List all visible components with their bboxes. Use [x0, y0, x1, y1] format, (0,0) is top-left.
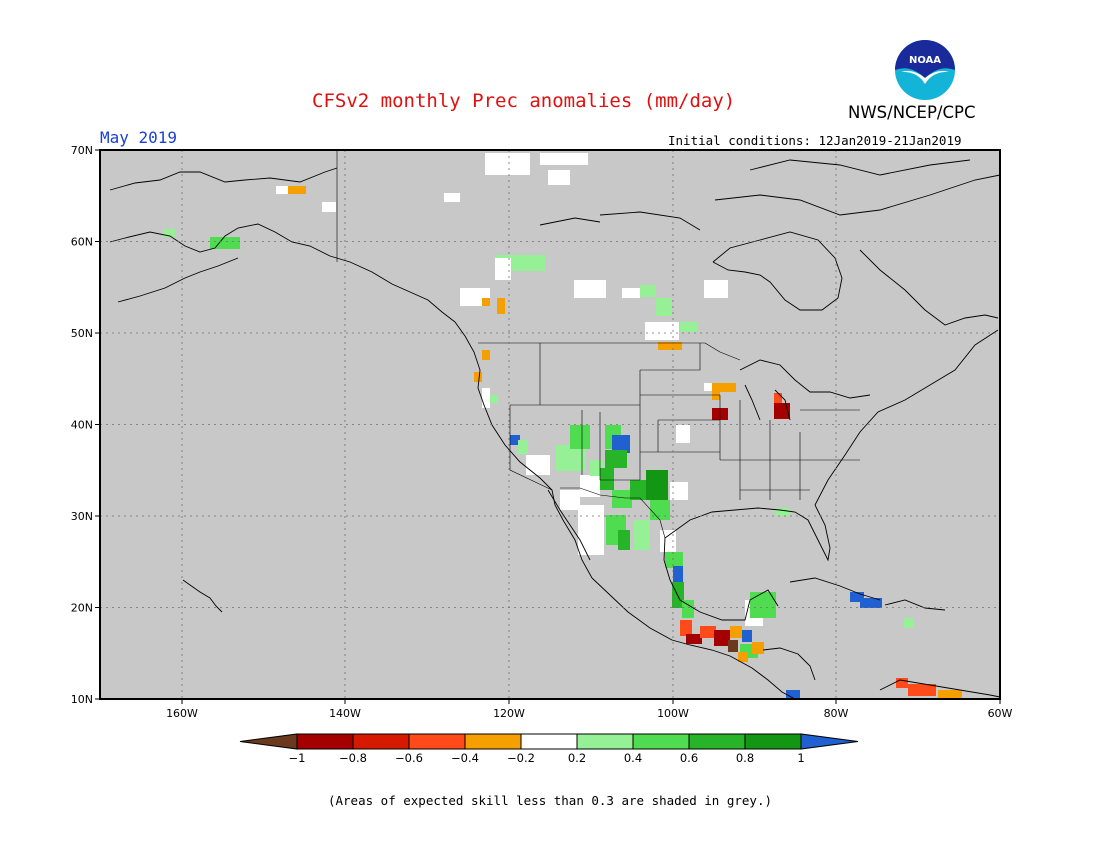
map-title: CFSv2 monthly Prec anomalies (mm/day): [312, 90, 736, 112]
colorbar-bin: [576, 733, 634, 750]
organization-label: NWS/NCEP/CPC: [848, 103, 976, 122]
colorbar-label: 0.8: [736, 751, 754, 765]
colorbar: [239, 733, 859, 750]
colorbar-bin: [296, 733, 354, 750]
colorbar-label: 0.6: [680, 751, 698, 765]
colorbar-arrow-high: [800, 733, 859, 750]
lat-label-10n: 10N: [71, 693, 93, 706]
colorbar-label: 1: [797, 751, 804, 765]
forecast-month: May 2019: [100, 128, 178, 147]
coastlines: [109, 159, 1001, 700]
skill-note: (Areas of expected skill less than 0.3 a…: [327, 793, 772, 808]
colorbar-label: −0.6: [395, 751, 423, 765]
colorbar-label: −1: [289, 751, 306, 765]
lon-label-100w: 100W: [657, 707, 689, 720]
boundaries: [336, 150, 860, 539]
initial-conditions: Initial conditions: 12Jan2019-21Jan2019: [668, 133, 962, 148]
noaa-logo-icon: NOAA: [895, 40, 955, 100]
colorbar-labels: −1 −0.8 −0.6 −0.4 −0.2 0.2 0.4 0.6 0.8 1: [289, 751, 805, 765]
lon-label-80w: 80W: [824, 707, 849, 720]
colorbar-bin: [464, 733, 522, 750]
colorbar-arrow-low: [239, 733, 298, 750]
colorbar-bin: [520, 733, 578, 750]
lat-label-70n: 70N: [71, 144, 93, 157]
lat-label-60n: 60N: [71, 236, 93, 249]
colorbar-bin: [744, 733, 802, 750]
colorbar-label: −0.2: [507, 751, 535, 765]
lon-label-160w: 160W: [166, 707, 198, 720]
lon-label-60w: 60W: [988, 707, 1013, 720]
gridlines: [100, 150, 1000, 699]
colorbar-label: −0.8: [339, 751, 367, 765]
colorbar-bin: [352, 733, 410, 750]
colorbar-label: 0.4: [624, 751, 642, 765]
colorbar-bin: [632, 733, 690, 750]
lon-label-140w: 140W: [329, 707, 361, 720]
lat-label-20n: 20N: [71, 602, 93, 615]
lat-label-40n: 40N: [71, 419, 93, 432]
noaa-logo-text: NOAA: [909, 55, 941, 66]
colorbar-label: 0.2: [568, 751, 586, 765]
lat-label-50n: 50N: [71, 327, 93, 340]
colorbar-label: −0.4: [451, 751, 479, 765]
colorbar-bin: [408, 733, 466, 750]
lat-label-30n: 30N: [71, 510, 93, 523]
colorbar-bin: [688, 733, 746, 750]
lon-label-120w: 120W: [493, 707, 525, 720]
